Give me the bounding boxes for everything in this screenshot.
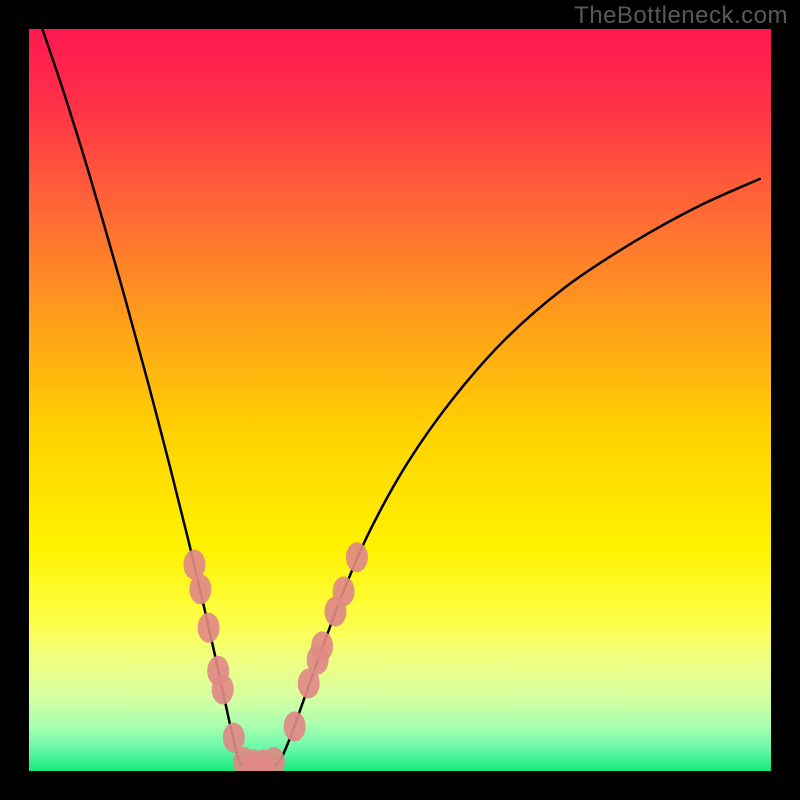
data-marker <box>284 711 306 741</box>
data-marker <box>311 631 333 661</box>
data-marker <box>212 674 234 704</box>
data-marker <box>189 574 211 604</box>
data-marker <box>333 576 355 606</box>
chart-stage: TheBottleneck.com <box>0 0 800 800</box>
data-marker <box>346 542 368 572</box>
plot-background <box>29 29 771 771</box>
bottleneck-chart <box>0 0 800 800</box>
data-marker <box>198 613 220 643</box>
